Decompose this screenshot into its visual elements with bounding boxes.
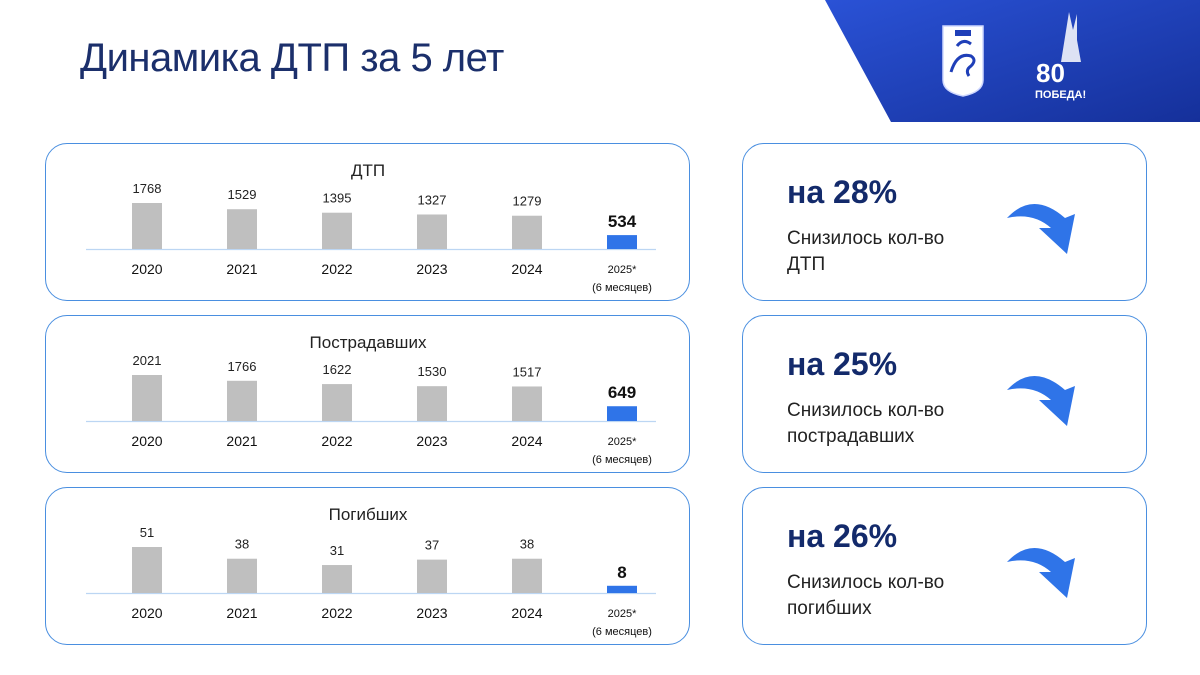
bar <box>512 386 542 421</box>
chart-card-killed: Погибших 51 2020 38 2021 31 2022 37 2023 38 2024 8 2… <box>45 487 690 645</box>
bar-value-label: 37 <box>425 538 439 553</box>
bar-chart-dtp: ДТП 1768 2020 1529 2021 1395 2022 1327 2023 1279 2… <box>86 161 656 294</box>
chart-title: Погибших <box>329 505 408 524</box>
bar-value-label: 649 <box>608 383 636 402</box>
x-tick-label: 2025* <box>608 608 637 620</box>
bar-value-label: 1768 <box>133 181 162 196</box>
page-title: Динамика ДТП за 5 лет <box>80 36 504 80</box>
stat-description: Снизилось кол-во пострадавших <box>787 400 945 447</box>
x-tick-label: 2024 <box>511 605 542 621</box>
bar-value-label: 38 <box>235 537 249 552</box>
x-tick-label: 2021 <box>226 605 257 621</box>
x-tick-label: 2021 <box>226 261 257 277</box>
x-tick-label: 2022 <box>321 605 352 621</box>
kazan-coat-of-arms-icon <box>942 25 984 97</box>
x-tick-label: 2024 <box>511 261 542 277</box>
corner-banner: 80 ПОБЕДА! <box>825 0 1200 122</box>
stat-value: на 26% <box>787 518 898 554</box>
x-tick-label: 2023 <box>416 433 447 449</box>
bar-value-label: 1395 <box>323 191 352 206</box>
bar-value-label: 2021 <box>133 353 162 368</box>
stat-description: Снизилось кол-во погибших <box>787 572 945 619</box>
stat-value: на 28% <box>787 174 898 210</box>
bar <box>607 585 637 593</box>
bar <box>322 384 352 421</box>
bar <box>227 209 257 249</box>
curved-arrow-down-icon <box>1007 376 1075 426</box>
bar <box>227 380 257 421</box>
x-tick-label: 2023 <box>416 261 447 277</box>
bar-value-label: 1529 <box>228 187 257 202</box>
bar-value-label: 8 <box>617 563 626 582</box>
bar-value-label: 1517 <box>513 364 542 379</box>
bar <box>607 406 637 421</box>
bar-value-label: 1530 <box>418 364 447 379</box>
stat-card-injured: на 25% Снизилось кол-во пострадавших <box>742 315 1147 473</box>
bar <box>132 203 162 249</box>
bar <box>512 558 542 593</box>
x-tick-sublabel: (6 месяцев) <box>592 282 652 294</box>
bar <box>132 375 162 421</box>
x-tick-label: 2021 <box>226 433 257 449</box>
x-tick-label: 2020 <box>131 605 162 621</box>
bar <box>417 214 447 249</box>
bar-value-label: 38 <box>520 537 534 552</box>
x-tick-label: 2023 <box>416 605 447 621</box>
x-tick-label: 2025* <box>608 436 637 448</box>
chart-title: Пострадавших <box>310 333 427 352</box>
stat-card-dtp: на 28% Снизилось кол-во ДТП <box>742 143 1147 301</box>
bar <box>512 215 542 249</box>
chart-title: ДТП <box>351 161 385 180</box>
curved-arrow-down-icon <box>1007 548 1075 598</box>
bar <box>322 565 352 593</box>
x-tick-label: 2025* <box>608 264 637 276</box>
bar <box>607 235 637 249</box>
bar-value-label: 1766 <box>228 359 257 374</box>
x-tick-label: 2022 <box>321 433 352 449</box>
victory-80-icon: 80 ПОБЕДА! <box>1035 12 1086 101</box>
x-tick-label: 2020 <box>131 261 162 277</box>
x-tick-label: 2024 <box>511 433 542 449</box>
bar <box>417 386 447 421</box>
bar <box>132 547 162 593</box>
curved-arrow-down-icon <box>1007 204 1075 254</box>
bar-value-label: 534 <box>608 212 637 231</box>
stat-card-killed: на 26% Снизилось кол-во погибших <box>742 487 1147 645</box>
bar-chart-killed: Погибших 51 2020 38 2021 31 2022 37 2023 38 2024 8 2… <box>86 505 656 638</box>
x-tick-sublabel: (6 месяцев) <box>592 626 652 638</box>
chart-card-dtp: ДТП 1768 2020 1529 2021 1395 2022 1327 2023 1279 2… <box>45 143 690 301</box>
bar-value-label: 1279 <box>513 194 542 209</box>
bar-chart-injured: Пострадавших 2021 2020 1766 2021 1622 2022 1530… <box>86 333 656 466</box>
bar <box>227 558 257 593</box>
bar <box>417 559 447 593</box>
logo-80-text: 80 <box>1036 58 1065 88</box>
bar <box>322 212 352 249</box>
x-tick-sublabel: (6 месяцев) <box>592 454 652 466</box>
logo-victory-text: ПОБЕДА! <box>1035 89 1086 101</box>
stat-description: Снизилось кол-во ДТП <box>787 228 945 275</box>
x-tick-label: 2022 <box>321 261 352 277</box>
stat-value: на 25% <box>787 346 898 382</box>
chart-card-injured: Пострадавших 2021 2020 1766 2021 1622 2022 1530… <box>45 315 690 473</box>
bar-value-label: 31 <box>330 543 344 558</box>
x-tick-label: 2020 <box>131 433 162 449</box>
bar-value-label: 1622 <box>323 362 352 377</box>
bar-value-label: 1327 <box>418 192 447 207</box>
bar-value-label: 51 <box>140 525 154 540</box>
